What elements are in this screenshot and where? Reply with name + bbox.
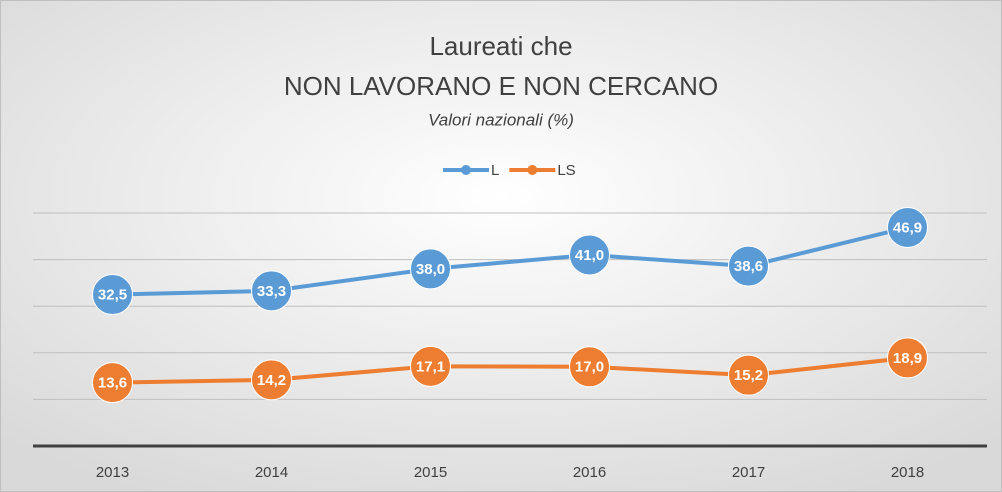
data-point	[410, 345, 451, 387]
data-label: 41,0	[575, 247, 604, 264]
x-tick-label: 2015	[414, 464, 447, 481]
data-point	[569, 234, 610, 276]
data-label: 17,0	[575, 359, 604, 376]
x-tick-label: 2017	[732, 464, 765, 481]
data-point	[887, 337, 928, 379]
data-label: 13,6	[98, 375, 127, 392]
x-tick-label: 2014	[255, 464, 288, 481]
chart-subtitle: Valori nazionali (%)	[428, 110, 574, 129]
data-label: 38,6	[734, 258, 763, 275]
data-label: 38,0	[416, 261, 445, 278]
legend-marker	[461, 165, 471, 175]
chart-title: Laureati che	[429, 31, 572, 61]
data-point	[728, 245, 769, 287]
data-point	[569, 346, 610, 388]
legend-label: LS	[557, 162, 575, 179]
chart-title: NON LAVORANO E NON CERCANO	[284, 71, 718, 101]
data-label: 14,2	[257, 372, 286, 389]
data-point	[92, 362, 133, 404]
data-label: 33,3	[257, 283, 286, 300]
x-tick-label: 2013	[96, 464, 129, 481]
data-point	[728, 354, 769, 396]
x-tick-label: 2018	[891, 464, 924, 481]
data-label: 17,1	[416, 358, 445, 375]
legend-marker	[527, 165, 538, 175]
data-label: 32,5	[98, 287, 127, 304]
data-label: 15,2	[734, 367, 763, 384]
data-point	[92, 274, 133, 316]
x-tick-label: 2016	[573, 464, 606, 481]
data-point	[251, 359, 292, 401]
series-line	[112, 355, 908, 385]
data-label: 46,9	[893, 219, 922, 236]
legend-label: L	[491, 162, 499, 179]
series-line	[112, 225, 908, 297]
data-point	[251, 270, 292, 312]
data-point	[410, 248, 451, 290]
data-label: 18,9	[893, 350, 922, 367]
data-point	[887, 206, 928, 248]
